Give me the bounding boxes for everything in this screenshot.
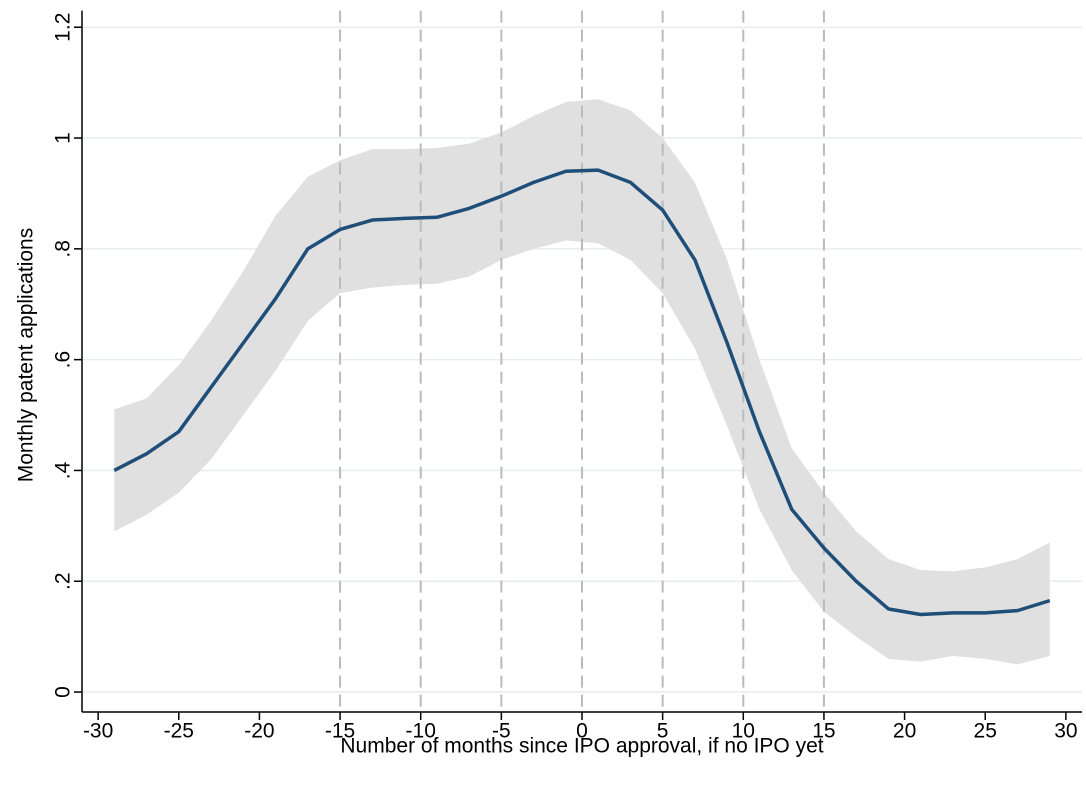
y-tick-label: 1.2 xyxy=(52,13,75,42)
y-tick-label: .8 xyxy=(52,240,75,258)
y-axis-title: Monthly patent applications xyxy=(15,228,38,483)
y-tick-label: 0 xyxy=(52,686,75,698)
confidence-band xyxy=(114,99,1050,665)
y-tick-label: .6 xyxy=(52,351,75,369)
x-tick-label: 30 xyxy=(1054,720,1077,743)
y-tick-label: 1 xyxy=(52,132,75,144)
x-axis-title: Number of months since IPO approval, if … xyxy=(340,735,823,758)
x-tick-label: -15 xyxy=(325,720,355,743)
x-tick-label: -10 xyxy=(406,720,436,743)
x-tick-label: 20 xyxy=(893,720,916,743)
x-tick-label: 10 xyxy=(732,720,755,743)
x-tick-label: -30 xyxy=(83,720,113,743)
y-tick-label: .4 xyxy=(52,461,75,479)
x-tick-label: -25 xyxy=(164,720,194,743)
x-tick-label: 15 xyxy=(812,720,835,743)
x-tick-label: 5 xyxy=(657,720,669,743)
x-tick-label: -5 xyxy=(492,720,511,743)
x-tick-label: 25 xyxy=(974,720,997,743)
line xyxy=(113,168,1051,617)
x-tick-label: -20 xyxy=(244,720,274,743)
x-tick-label: 0 xyxy=(576,720,588,743)
y-tick-label: .2 xyxy=(52,572,75,590)
